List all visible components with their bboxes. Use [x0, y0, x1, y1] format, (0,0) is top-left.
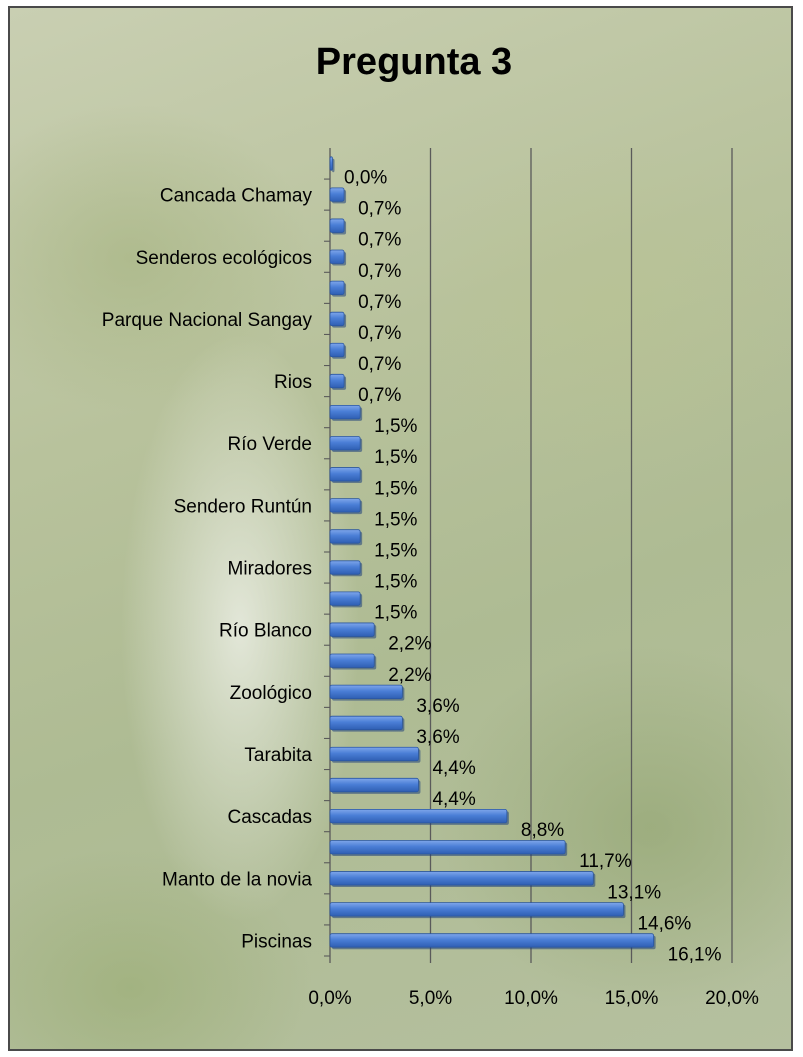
bar: [329, 436, 361, 451]
labels: 16,1% Piscinas 14,6% 13,1% Manto de la novia…: [102, 168, 722, 966]
data-label: 1,5%: [374, 572, 417, 593]
bar: [329, 218, 345, 233]
data-label: 0,7%: [358, 323, 401, 344]
bar: [329, 871, 594, 886]
bar-chart: Pregunta 3 0,0% 5,0% 10,0% 15,0% 20,0% 16,1%…: [102, 41, 759, 1009]
category-label: Manto de la novia: [162, 869, 312, 890]
data-label: 3,6%: [416, 696, 459, 717]
bar: [329, 622, 375, 637]
category-label: Río Blanco: [219, 621, 312, 642]
bar: [329, 560, 361, 575]
bar: [329, 311, 345, 327]
category-label: Senderos ecológicos: [136, 248, 312, 269]
data-label: 0,7%: [358, 199, 401, 220]
data-label: 13,1%: [607, 882, 661, 903]
bar: [329, 280, 345, 295]
category-label: Cascadas: [228, 807, 313, 828]
gridlines: [429, 148, 733, 956]
data-label: 1,5%: [374, 603, 417, 624]
bar: [329, 653, 375, 668]
data-label: 4,4%: [432, 789, 475, 810]
x-tick-label: 0,0%: [308, 988, 351, 1009]
category-label: Miradores: [228, 559, 312, 580]
data-label: 0,7%: [358, 385, 401, 406]
data-label: 1,5%: [374, 540, 417, 561]
x-tick-label: 5,0%: [409, 988, 452, 1009]
x-tick-label: 20,0%: [705, 988, 759, 1009]
data-label: 0,7%: [358, 292, 401, 313]
bar: [329, 591, 361, 606]
data-label: 0,7%: [358, 261, 401, 282]
category-label: Sendero Runtún: [174, 496, 312, 517]
data-label: 11,7%: [579, 851, 632, 872]
data-label: 0,7%: [358, 354, 401, 375]
data-label: 8,8%: [521, 820, 564, 841]
bar: [329, 187, 345, 202]
data-label: 1,5%: [374, 447, 417, 468]
data-label: 4,4%: [432, 758, 475, 779]
bar: [329, 902, 624, 917]
bar: [329, 684, 403, 699]
bar: [329, 809, 508, 824]
bar: [329, 933, 655, 948]
bar: [329, 746, 419, 762]
bar: [329, 156, 333, 171]
x-tick-label: 10,0%: [504, 988, 558, 1009]
data-label: 1,5%: [374, 509, 417, 530]
chart-area: Pregunta 3 0,0% 5,0% 10,0% 15,0% 20,0% 16,1%…: [8, 6, 793, 1051]
data-label: 16,1%: [668, 944, 722, 965]
category-label: Tarabita: [244, 745, 312, 766]
category-label: Zoológico: [230, 683, 312, 704]
data-label: 1,5%: [374, 416, 417, 437]
data-label: 14,6%: [637, 913, 691, 934]
bar: [329, 249, 345, 264]
category-label: Río Verde: [228, 434, 313, 455]
data-label: 3,6%: [416, 727, 459, 748]
bars: [329, 156, 656, 950]
bar: [329, 373, 345, 389]
category-label: Piscinas: [241, 931, 312, 952]
data-label: 2,2%: [388, 665, 431, 686]
category-label: Parque Nacional Sangay: [102, 310, 313, 331]
chart-title: Pregunta 3: [316, 41, 512, 83]
bar: [329, 529, 361, 544]
data-label: 0,0%: [344, 168, 387, 189]
bar: [329, 777, 419, 793]
category-label: Cancada Chamay: [160, 186, 313, 207]
bar: [329, 467, 361, 482]
data-label: 1,5%: [374, 478, 417, 499]
category-label: Rios: [274, 372, 312, 393]
bar: [329, 498, 361, 513]
x-tick-label: 15,0%: [605, 988, 659, 1009]
bar: [329, 342, 345, 358]
bar: [329, 715, 403, 731]
bar: [329, 840, 566, 855]
data-label: 0,7%: [358, 230, 401, 251]
data-label: 2,2%: [388, 634, 431, 655]
bar: [329, 405, 361, 420]
